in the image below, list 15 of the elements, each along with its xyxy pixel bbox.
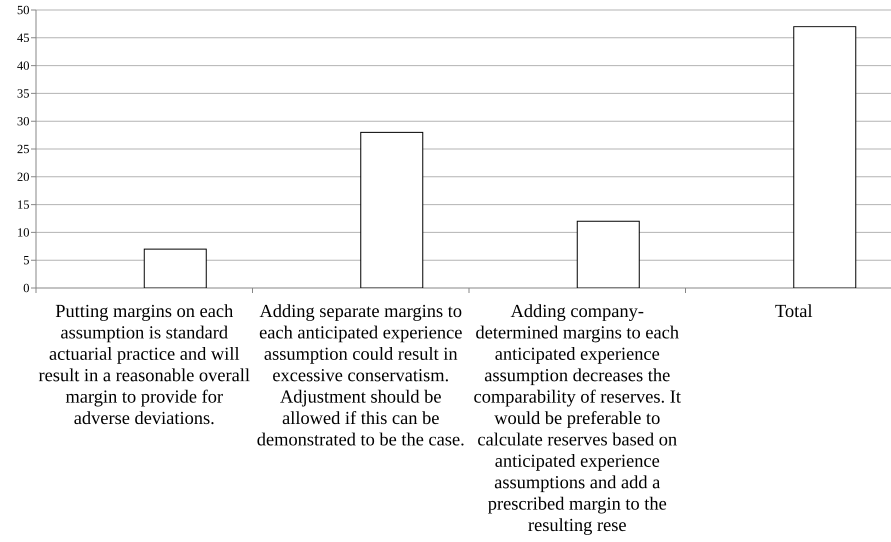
y-tick-label: 15 xyxy=(18,200,29,209)
y-tick-label: 35 xyxy=(18,89,29,98)
y-tick-label: 25 xyxy=(18,144,29,154)
category-label: Adding company-determined margins to each anticipated experience assumption decreases the comparability of reserves. It would be preferable to calculate reserves based on anticipated experience assumptions and add a prescribed margin to the resulting rese xyxy=(474,304,681,535)
y-tick-label: 20 xyxy=(18,172,29,182)
y-tick-label: 0 xyxy=(24,284,29,292)
x-tick-label: Adding separate margins to each anticipated experience assumption could result in excessive conservatism. Adjustment should be allowed if this can be demonstrated to be the case. xyxy=(257,304,464,446)
y-tick-label: 5 xyxy=(24,256,29,264)
y-tick-label: 40 xyxy=(17,61,29,70)
x-tick-label: Putting margins on each assumption is standard actuarial practice and will result in a reasonable overall margin to provide for adverse deviations. xyxy=(38,304,250,424)
y-tick-label: 45 xyxy=(17,34,29,42)
y-tick-label: 10 xyxy=(18,228,29,237)
y-tick-label: 30 xyxy=(18,116,29,126)
x-tick-label: Total xyxy=(775,304,812,318)
y-tick-label: 50 xyxy=(18,6,29,14)
